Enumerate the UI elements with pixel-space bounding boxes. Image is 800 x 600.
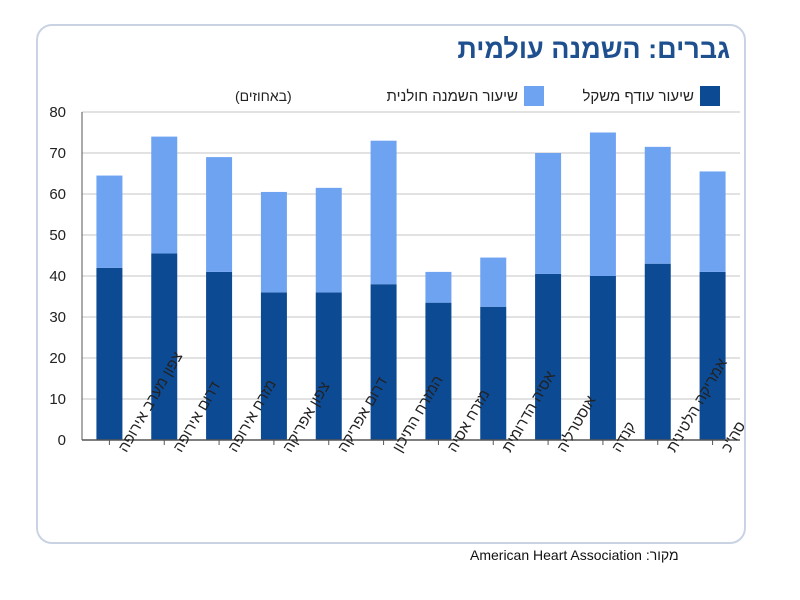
y-tick-label-50: 50 bbox=[49, 227, 66, 244]
bar-overweight-9 bbox=[589, 276, 616, 440]
y-tick-label-20: 20 bbox=[49, 350, 66, 367]
bar-overweight-10 bbox=[644, 263, 671, 440]
source-note: מקור: American Heart Association bbox=[470, 547, 679, 563]
legend-swatch-overweight bbox=[700, 86, 720, 106]
legend: שיעור עודף משקל שיעור השמנה חולנית bbox=[90, 86, 720, 110]
legend-item-obesity: שיעור השמנה חולנית bbox=[387, 86, 544, 106]
bar-obesity-3 bbox=[260, 191, 287, 293]
bar-obesity-8 bbox=[535, 153, 562, 274]
bar-obesity-1 bbox=[151, 136, 178, 254]
bar-obesity-11 bbox=[699, 171, 726, 272]
bar-obesity-5 bbox=[370, 140, 397, 285]
unit-note: (באחוזים) bbox=[235, 88, 292, 104]
bar-overweight-0 bbox=[96, 267, 123, 440]
bar-obesity-7 bbox=[480, 257, 507, 307]
bar-overweight-6 bbox=[425, 302, 452, 440]
bar-obesity-4 bbox=[315, 187, 342, 293]
y-tick-label-70: 70 bbox=[49, 145, 66, 162]
bar-overweight-11 bbox=[699, 271, 726, 440]
y-tick-label-10: 10 bbox=[49, 391, 66, 408]
bar-overweight-7 bbox=[480, 306, 507, 440]
legend-label-obesity: שיעור השמנה חולנית bbox=[386, 87, 518, 105]
bars bbox=[96, 132, 726, 440]
bar-overweight-4 bbox=[315, 292, 342, 440]
y-tick-label-30: 30 bbox=[49, 309, 66, 326]
chart-title: גברים: השמנה עולמית bbox=[457, 34, 730, 64]
legend-swatch-obesity bbox=[524, 86, 544, 106]
grid-lines bbox=[82, 111, 740, 441]
bar-overweight-8 bbox=[535, 273, 562, 440]
y-tick-labels: 0 10 20 30 40 50 60 70 80 bbox=[49, 104, 66, 449]
legend-item-overweight: שיעור עודף משקל bbox=[582, 86, 720, 106]
bar-obesity-10 bbox=[644, 146, 671, 264]
bar-obesity-9 bbox=[589, 132, 616, 276]
legend-label-overweight: שיעור עודף משקל bbox=[582, 87, 694, 105]
bar-obesity-6 bbox=[425, 271, 452, 303]
bar-overweight-2 bbox=[206, 271, 233, 440]
bar-overweight-1 bbox=[151, 253, 178, 440]
y-tick-label-80: 80 bbox=[49, 104, 66, 121]
y-tick-label-60: 60 bbox=[49, 186, 66, 203]
y-tick-label-40: 40 bbox=[49, 268, 66, 285]
bar-obesity-2 bbox=[206, 157, 233, 272]
bar-obesity-0 bbox=[96, 175, 123, 268]
bar-overweight-5 bbox=[370, 284, 397, 440]
y-tick-label-0: 0 bbox=[58, 432, 66, 449]
axes bbox=[81, 112, 740, 445]
bar-overweight-3 bbox=[260, 292, 287, 440]
